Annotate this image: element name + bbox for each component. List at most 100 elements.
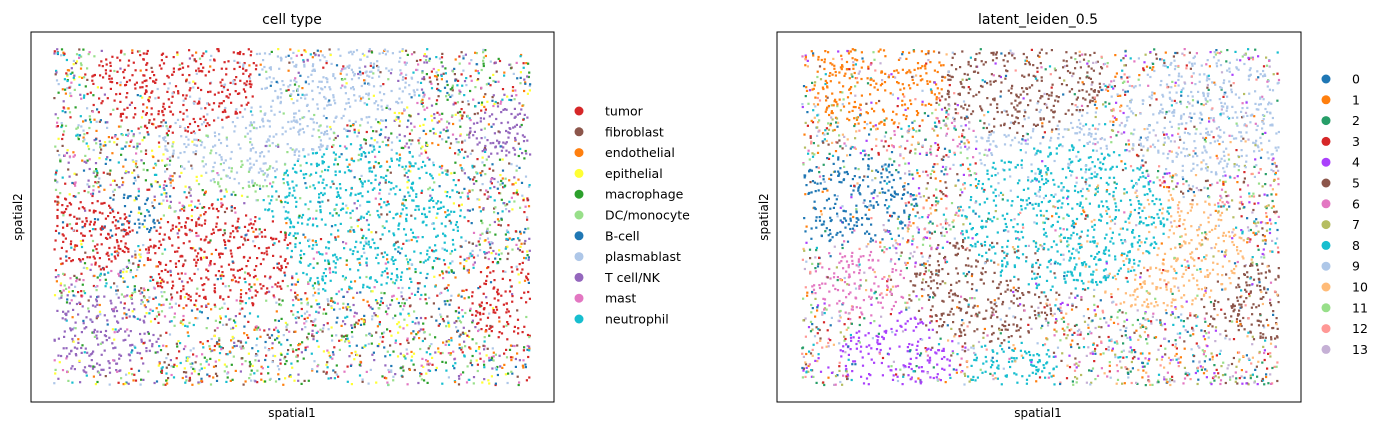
data-point <box>185 94 188 97</box>
data-point <box>369 62 372 65</box>
data-point <box>200 249 203 252</box>
data-point <box>485 158 488 161</box>
data-point <box>143 315 147 318</box>
data-point <box>361 346 364 349</box>
data-point <box>168 163 171 166</box>
data-point <box>386 313 389 316</box>
data-point <box>428 296 431 299</box>
data-point <box>313 319 316 323</box>
data-point <box>351 335 354 338</box>
data-point <box>493 102 496 105</box>
data-point <box>74 244 77 247</box>
data-point <box>289 94 292 97</box>
data-point <box>85 142 88 145</box>
data-point <box>263 113 266 116</box>
data-point <box>376 315 379 318</box>
data-point <box>516 309 519 312</box>
data-point <box>461 331 464 334</box>
data-point <box>165 192 168 195</box>
data-point <box>53 50 56 53</box>
data-point <box>390 299 394 302</box>
data-point <box>205 268 208 271</box>
data-point <box>385 282 388 285</box>
data-point <box>115 93 118 96</box>
data-point <box>463 172 466 175</box>
data-point <box>490 241 493 244</box>
data-point <box>183 367 186 370</box>
data-point <box>451 70 455 73</box>
data-point <box>259 152 262 155</box>
data-point <box>471 189 474 192</box>
data-point <box>220 273 223 277</box>
data-point <box>98 303 101 307</box>
data-point <box>132 315 135 318</box>
data-point <box>113 315 116 318</box>
data-point <box>397 79 400 82</box>
data-point <box>116 330 119 333</box>
data-point <box>126 294 129 297</box>
data-point <box>334 262 337 265</box>
data-point <box>213 161 216 164</box>
data-point <box>219 190 222 193</box>
data-point <box>450 270 454 273</box>
data-point <box>368 83 371 86</box>
data-point <box>177 236 180 239</box>
data-point <box>316 365 319 368</box>
data-point <box>302 357 305 360</box>
data-point <box>499 224 502 227</box>
data-point <box>410 182 414 185</box>
data-point <box>120 50 123 53</box>
data-point <box>378 192 381 195</box>
data-point <box>437 307 441 310</box>
data-point <box>53 382 56 385</box>
data-point <box>220 158 223 161</box>
data-point <box>265 70 268 73</box>
data-point <box>223 195 226 198</box>
data-point <box>127 247 130 251</box>
data-point <box>193 258 196 261</box>
data-point <box>475 171 478 174</box>
data-point <box>524 363 527 366</box>
data-point <box>279 255 282 258</box>
data-point <box>284 200 287 204</box>
data-point <box>403 108 406 111</box>
data-point <box>469 307 472 310</box>
data-point <box>384 136 387 139</box>
data-point <box>463 340 466 343</box>
data-point <box>315 310 318 313</box>
data-point <box>149 320 153 323</box>
data-point <box>92 209 96 212</box>
data-point <box>95 142 98 145</box>
data-point <box>63 52 66 55</box>
data-point <box>95 289 98 292</box>
data-point <box>280 353 283 356</box>
data-point <box>339 144 342 148</box>
data-point <box>333 253 337 256</box>
data-point <box>68 352 71 355</box>
data-point <box>507 224 510 227</box>
data-point <box>320 80 323 83</box>
data-point <box>378 203 381 206</box>
data-point <box>171 244 174 247</box>
data-point <box>212 231 215 234</box>
data-point <box>231 224 234 227</box>
data-point <box>418 94 421 97</box>
data-point <box>380 252 383 255</box>
data-point <box>231 346 234 349</box>
data-point <box>357 159 360 162</box>
data-point <box>500 100 503 103</box>
data-point <box>490 182 493 185</box>
data-point <box>105 265 108 268</box>
data-point <box>159 263 162 266</box>
data-point <box>199 139 202 142</box>
data-point <box>376 302 379 305</box>
data-point <box>498 192 501 195</box>
data-point <box>359 263 362 266</box>
data-point <box>177 272 180 275</box>
data-point <box>67 161 70 164</box>
data-point <box>92 74 95 77</box>
data-point <box>72 151 75 154</box>
data-point <box>457 317 460 320</box>
data-point <box>206 373 209 376</box>
data-point <box>388 165 391 168</box>
